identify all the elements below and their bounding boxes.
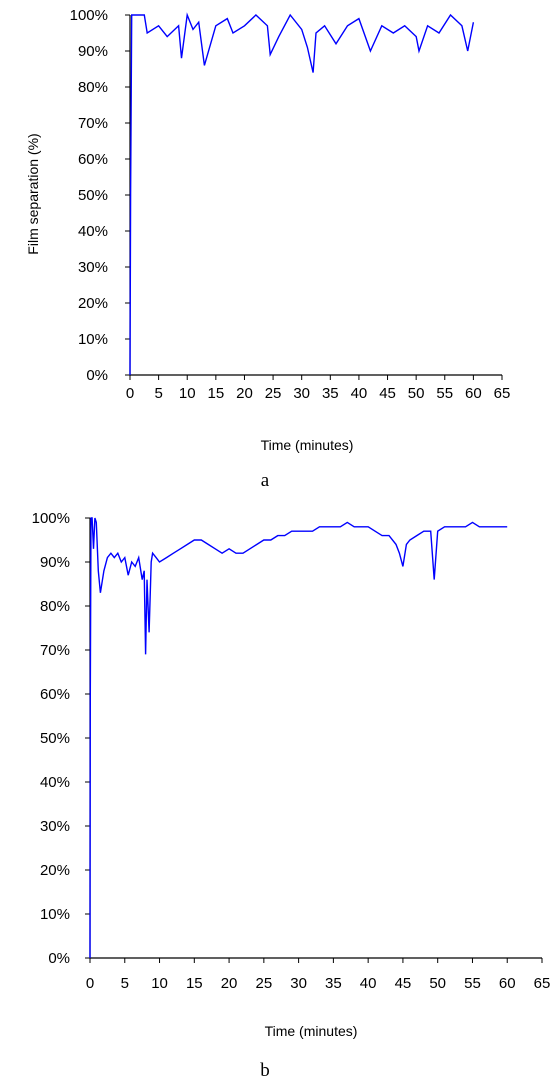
x-axis-label-b: Time (minutes) [265,1023,358,1039]
x-tick-label: 30 [293,385,310,402]
y-tick-label: 90% [78,43,108,60]
x-tick-label: 20 [221,975,238,992]
x-tick-label: 5 [154,385,162,402]
y-tick-label: 90% [40,554,70,571]
chart-panel-a: 0% 10% 20% 30% 40% 50% 60% 70% 80% 90% 100% 0 5 10 15… [25,7,510,491]
x-tick-label: 60 [465,385,482,402]
y-tick-label: 60% [40,686,70,703]
panel-label-b: b [260,1060,270,1081]
y-axis-label-a: Film separation (%) [25,133,41,254]
y-tick-label: 100% [70,7,108,24]
series-a [129,12,475,376]
y-tick-label: 60% [78,151,108,168]
series-line-a-0 [129,12,475,376]
x-tick-label: 35 [325,975,342,992]
y-tick-label: 50% [40,730,70,747]
x-tick-label: 10 [151,975,168,992]
x-tick-labels-b: 0 5 10 15 20 25 30 35 40 45 50 55 60 65 [86,975,551,992]
y-tick-label: 30% [40,818,70,835]
x-tick-label: 25 [256,975,273,992]
y-tick-label: 10% [40,906,70,923]
y-tick-label: 70% [78,115,108,132]
x-tick-label: 0 [86,975,94,992]
y-tick-label: 10% [78,331,108,348]
x-axis-label-a: Time (minutes) [261,437,354,453]
x-tick-label: 45 [395,975,412,992]
x-tick-label: 0 [126,385,134,402]
x-tick-label: 20 [236,385,253,402]
y-tick-labels-a: 0% 10% 20% 30% 40% 50% 60% 70% 80% 90% 100% [70,7,108,384]
x-tick-label: 40 [360,975,377,992]
x-tick-label: 30 [290,975,307,992]
x-tick-label: 65 [534,975,551,992]
y-tick-label: 30% [78,259,108,276]
x-tick-label: 50 [429,975,446,992]
chart-panel-b: 0% 10% 20% 30% 40% 50% 60% 70% 80% 90% 100% 0 5 10 15… [32,510,551,1081]
panel-label-a: a [261,470,270,491]
y-tick-label: 0% [48,950,70,967]
x-tick-label: 40 [351,385,368,402]
x-tick-label: 35 [322,385,339,402]
x-tick-label: 55 [436,385,453,402]
x-tick-label: 45 [379,385,396,402]
x-tick-label: 15 [208,385,225,402]
y-tick-label: 20% [78,295,108,312]
y-tick-label: 20% [40,862,70,879]
x-tick-labels-a: 0 5 10 15 20 25 30 35 40 45 50 55 60 65 [126,385,511,402]
y-tick-label: 0% [86,367,108,384]
y-tick-label: 100% [32,510,70,527]
x-tick-label: 25 [265,385,282,402]
y-tick-label: 80% [78,79,108,96]
y-tick-label: 80% [40,598,70,615]
x-tick-label: 10 [179,385,196,402]
y-tick-label: 50% [78,187,108,204]
x-tick-label: 55 [464,975,481,992]
x-tick-label: 65 [494,385,511,402]
series-line-b-0 [89,517,508,959]
y-tick-label: 40% [40,774,70,791]
series-b [89,517,508,959]
axes-b [85,517,543,963]
x-tick-label: 5 [121,975,129,992]
x-tick-label: 50 [408,385,425,402]
y-tick-label: 40% [78,223,108,240]
x-tick-label: 60 [499,975,516,992]
x-tick-label: 15 [186,975,203,992]
y-tick-label: 70% [40,642,70,659]
y-tick-labels-b: 0% 10% 20% 30% 40% 50% 60% 70% 80% 90% 100% [32,510,70,967]
